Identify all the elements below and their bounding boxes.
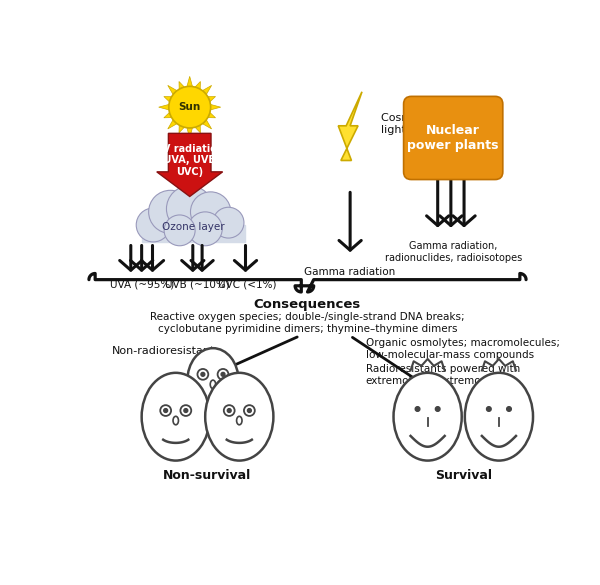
Circle shape	[190, 192, 231, 232]
Ellipse shape	[394, 373, 462, 460]
Circle shape	[213, 207, 244, 238]
Text: Ozone layer: Ozone layer	[162, 222, 225, 232]
Ellipse shape	[173, 417, 178, 425]
Circle shape	[436, 407, 440, 411]
Text: Gamma radiation,
radionuclides, radioisotopes: Gamma radiation, radionuclides, radioiso…	[385, 241, 522, 263]
Text: Reactive oxygen species; double-/single-strand DNA breaks;
cyclobutane pyrimidin: Reactive oxygen species; double-/single-…	[150, 312, 465, 333]
Circle shape	[184, 408, 188, 412]
Ellipse shape	[187, 348, 239, 413]
Circle shape	[201, 373, 205, 376]
Circle shape	[247, 408, 251, 412]
FancyBboxPatch shape	[404, 97, 503, 180]
Ellipse shape	[465, 373, 533, 460]
Polygon shape	[158, 105, 169, 110]
Polygon shape	[164, 97, 172, 102]
Polygon shape	[208, 97, 215, 102]
Circle shape	[227, 408, 231, 412]
Text: Sun: Sun	[179, 102, 201, 112]
Polygon shape	[211, 105, 221, 110]
Bar	[142, 225, 245, 242]
Circle shape	[415, 407, 420, 411]
Circle shape	[166, 185, 213, 232]
Circle shape	[487, 407, 491, 411]
Text: Organic osmolytes; macromolecules;
low-molecular-mass compounds: Organic osmolytes; macromolecules; low-m…	[365, 338, 560, 360]
Text: UVA (~95%): UVA (~95%)	[110, 280, 174, 290]
Polygon shape	[208, 113, 215, 118]
Text: UV radiation
(UVA, UVB,
UVC): UV radiation (UVA, UVB, UVC)	[155, 144, 224, 177]
Polygon shape	[164, 113, 172, 118]
Polygon shape	[179, 125, 184, 133]
Circle shape	[506, 407, 511, 411]
Circle shape	[164, 215, 195, 246]
Circle shape	[149, 190, 192, 233]
Polygon shape	[203, 85, 212, 94]
Text: UVC (<1%): UVC (<1%)	[218, 280, 277, 290]
Ellipse shape	[236, 417, 242, 425]
Text: Gamma radiation: Gamma radiation	[305, 267, 396, 277]
Polygon shape	[187, 77, 193, 87]
Circle shape	[164, 408, 167, 412]
Polygon shape	[168, 85, 177, 94]
Polygon shape	[179, 81, 184, 89]
Polygon shape	[157, 133, 223, 197]
Polygon shape	[195, 81, 200, 89]
Text: Cosmic rays,
lightning: Cosmic rays, lightning	[381, 113, 452, 135]
Polygon shape	[203, 120, 212, 129]
Circle shape	[188, 212, 222, 246]
Polygon shape	[338, 92, 362, 160]
Polygon shape	[195, 125, 200, 133]
Text: Survival: Survival	[435, 469, 492, 482]
Circle shape	[221, 373, 225, 376]
Polygon shape	[168, 120, 177, 129]
Ellipse shape	[205, 373, 274, 460]
Text: Non-radioresistants: Non-radioresistants	[112, 346, 221, 356]
Text: UVB (~10%): UVB (~10%)	[165, 280, 230, 290]
Text: Radioresistants powered with
extremolytes/extremozymes: Radioresistants powered with extremolyte…	[365, 364, 520, 386]
Ellipse shape	[142, 373, 210, 460]
Text: Nuclear
power plants: Nuclear power plants	[407, 124, 499, 152]
Text: Non-survival: Non-survival	[163, 469, 251, 482]
Circle shape	[136, 208, 170, 242]
Ellipse shape	[210, 380, 215, 388]
Polygon shape	[187, 128, 193, 138]
Text: Consequences: Consequences	[254, 298, 361, 311]
Circle shape	[169, 87, 211, 128]
